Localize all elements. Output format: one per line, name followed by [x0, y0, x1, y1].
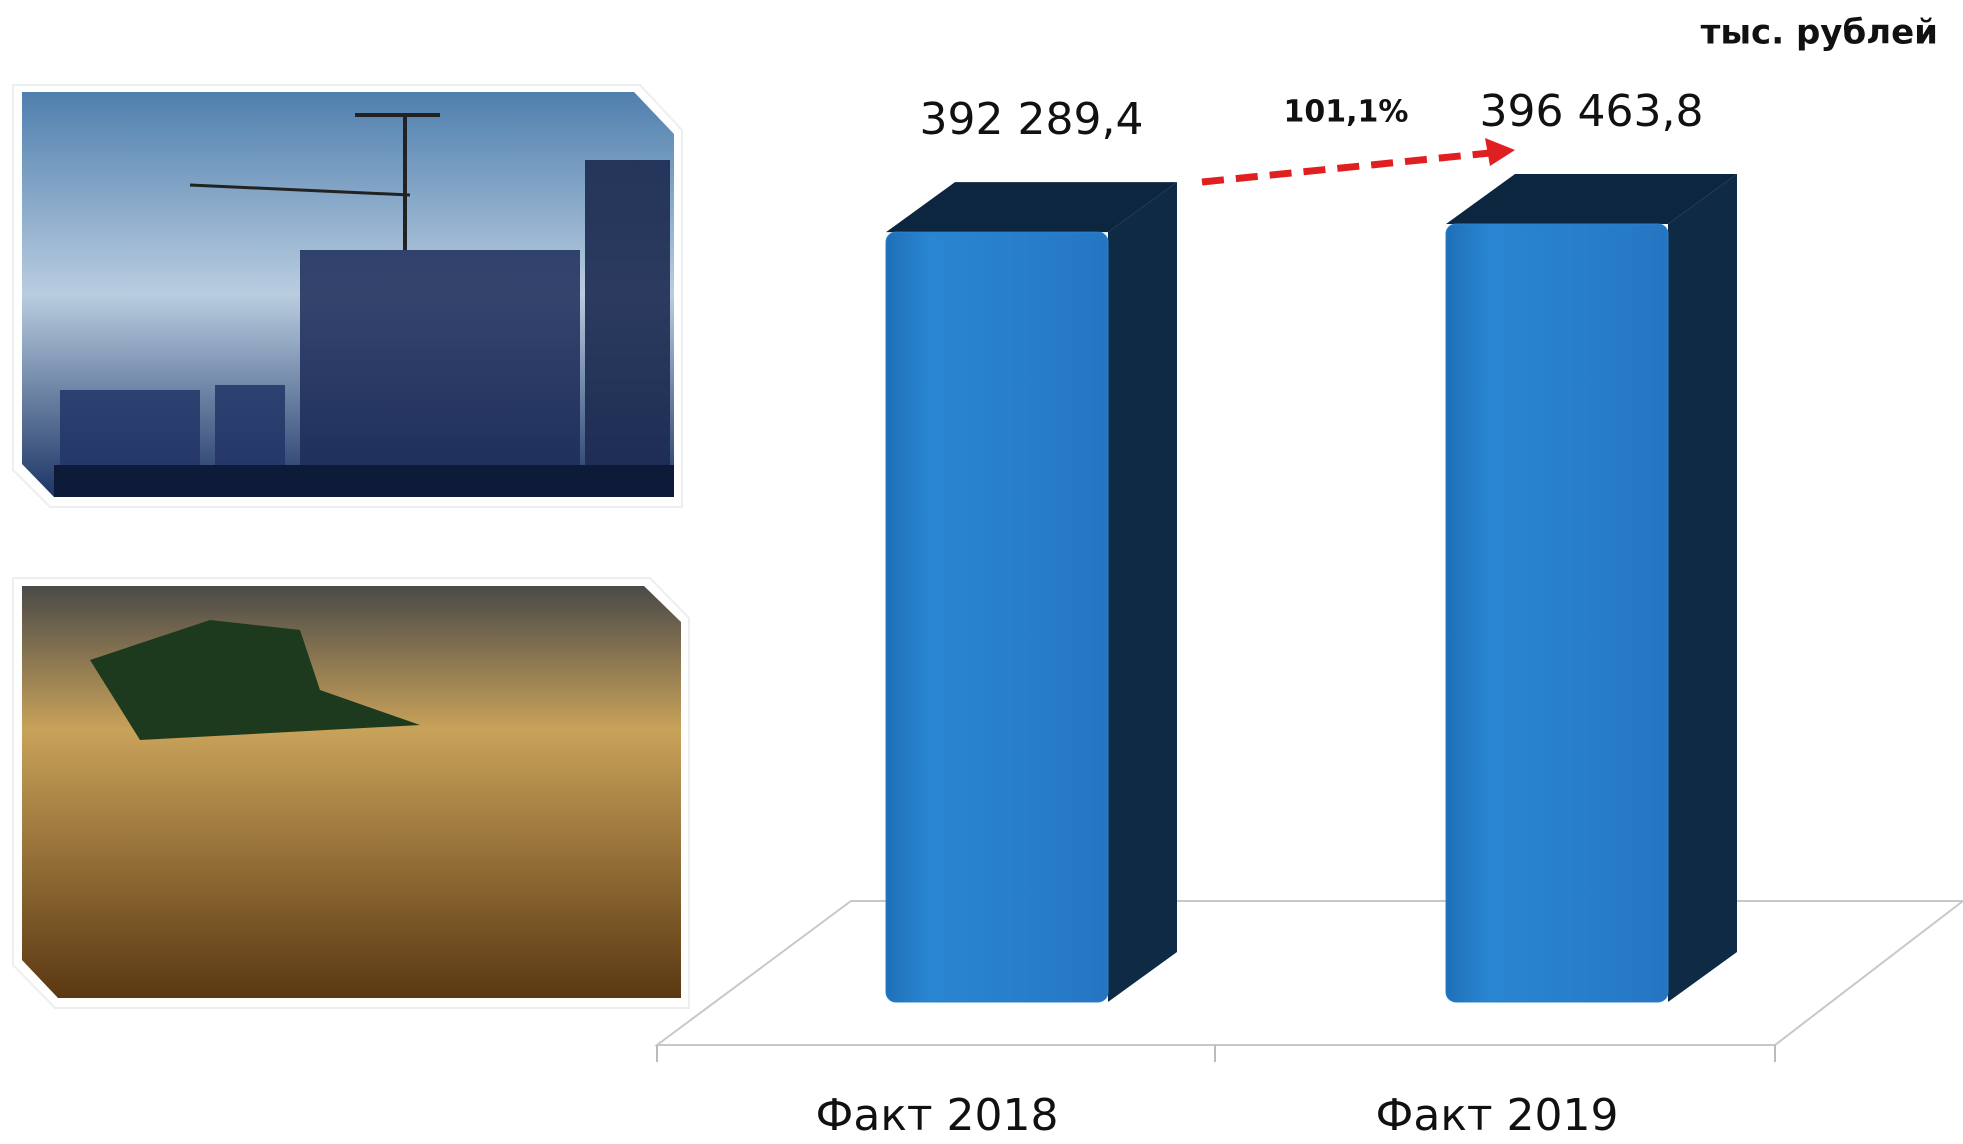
x-tick-label: Факт 2019	[1375, 1090, 1618, 1141]
bar	[1445, 223, 1669, 1003]
value-label: 392 289,4	[920, 94, 1144, 145]
growth-arrow	[1201, 138, 1515, 186]
value-label: 396 463,8	[1480, 86, 1704, 137]
bar	[885, 231, 1109, 1003]
unit-label: тыс. рублей	[1701, 13, 1938, 53]
photo-harvester	[12, 577, 690, 1009]
bar-side	[1108, 182, 1177, 1002]
annotation: 101,1%	[1284, 95, 1409, 130]
photo-construction	[12, 84, 683, 508]
bar-top	[886, 182, 1177, 233]
bar-top	[1446, 173, 1737, 224]
floor	[653, 900, 1963, 1062]
x-tick-label: Факт 2018	[815, 1090, 1058, 1141]
bar-side	[1668, 173, 1737, 1002]
